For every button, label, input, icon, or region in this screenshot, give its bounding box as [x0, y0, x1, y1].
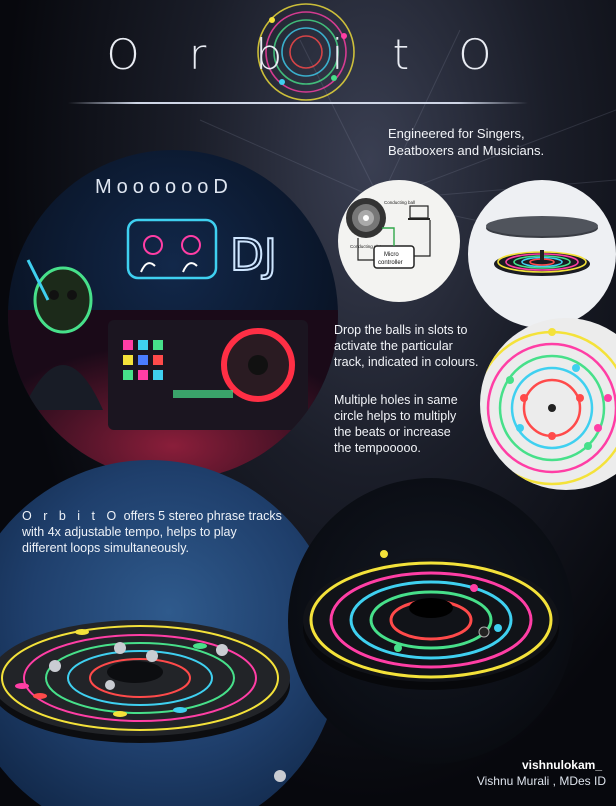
disc-side-illustration	[486, 216, 598, 276]
label-conducting-ball: Conducting ball	[384, 200, 415, 205]
multi-line-2: circle helps to multiply	[334, 409, 457, 423]
neon-dj-text: DJ	[230, 230, 277, 281]
multi-line-1: Multiple holes in same	[334, 393, 458, 407]
label-controller: controller	[378, 260, 403, 266]
title-divider	[68, 102, 528, 104]
disc-angle-photo-circle	[0, 460, 340, 806]
disc-glow-illustration	[303, 550, 559, 690]
page-title: O r b i t O	[106, 30, 510, 79]
disc-top-view-illustration	[480, 328, 616, 486]
offer-brand: O r b i t O	[22, 509, 121, 523]
disc-glow-photo-circle	[288, 478, 574, 764]
offer-line-2: with 4x adjustable tempo, helps to play	[22, 525, 237, 539]
offer-description: O r b i t O offers 5 stereo phrase track…	[22, 508, 292, 556]
tagline-line-2: Beatboxers and Musicians.	[388, 143, 545, 158]
credit-name: Vishnu Murali , MDes ID	[476, 774, 606, 788]
drop-instructions: Drop the balls in slots to activate the …	[334, 322, 494, 370]
multi-line-4: the tempooooo.	[334, 441, 421, 455]
drop-line-3: track, indicated in colours.	[334, 355, 479, 369]
multi-line-3: the beats or increase	[334, 425, 451, 439]
offer-line-3: different loops simultaneously.	[22, 541, 189, 555]
label-micro: Micro	[384, 252, 399, 258]
disc-angle-illustration	[0, 620, 290, 782]
label-conducting-plate: Conducting plate	[350, 244, 384, 249]
circuit-diagram-circle: Conducting ball Conducting plate Micro c…	[338, 180, 460, 302]
tagline: Engineered for Singers, Beatboxers and M…	[388, 125, 544, 159]
drop-line-1: Drop the balls in slots to	[334, 323, 468, 337]
mood-title: MooooooD	[95, 176, 233, 198]
tagline-line-1: Engineered for Singers,	[388, 126, 525, 141]
credit-handle: vishnulokam_	[521, 758, 602, 772]
disc-top-view-circle	[480, 318, 616, 490]
dj-scene-illustration: DJ	[8, 218, 338, 480]
disc-side-photo-circle	[468, 180, 616, 328]
offer-line-1: offers 5 stereo phrase tracks	[120, 509, 282, 523]
drop-line-2: activate the particular	[334, 339, 453, 353]
multiply-instructions: Multiple holes in same circle helps to m…	[334, 392, 494, 456]
circuit-diagram: Conducting ball Conducting plate Micro c…	[346, 198, 431, 269]
orbito-logo-icon	[257, 3, 355, 101]
mood-photo-circle: DJ	[8, 150, 338, 480]
